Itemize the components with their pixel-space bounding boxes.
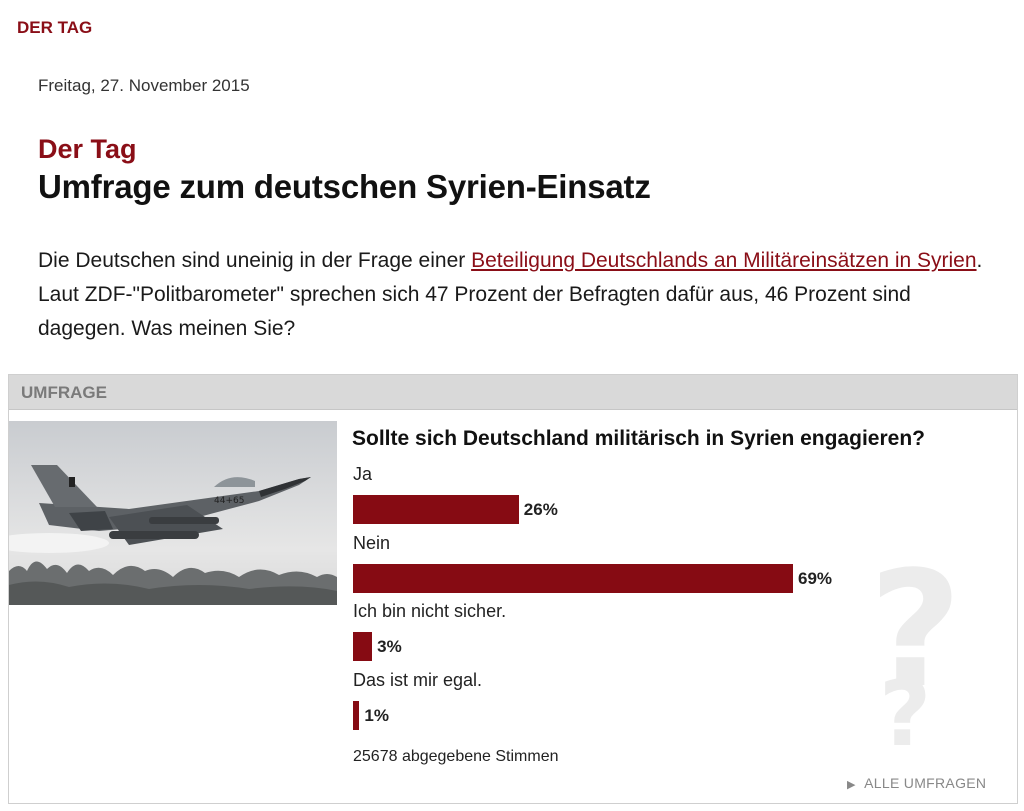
poll-percent: 26% <box>523 500 558 519</box>
poll-bar <box>353 632 373 661</box>
all-polls-label: ALLE UMFRAGEN <box>864 775 987 791</box>
article-date: Freitag, 27. November 2015 <box>38 76 250 95</box>
poll-bar <box>353 701 360 730</box>
all-polls-link[interactable]: ▶ ALLE UMFRAGEN <box>847 775 986 791</box>
article-headline: Umfrage zum deutschen Syrien-Einsatz <box>38 168 651 205</box>
lead-link[interactable]: Beteiligung Deutschlands an Militäreinsä… <box>471 249 977 272</box>
lead-text-after: . Laut ZDF-"Politbarometer" sprechen sic… <box>38 249 983 340</box>
question-mark-icon: ? <box>879 662 932 767</box>
poll-bar <box>353 564 793 593</box>
article-lead: Die Deutschen sind uneinig in der Frage … <box>38 244 988 346</box>
article-kicker: Der Tag <box>38 134 137 164</box>
question-mark-icon: ? <box>869 536 962 723</box>
poll-header-label: UMFRAGE <box>21 383 107 402</box>
poll-box: UMFRAGE <box>8 374 1018 804</box>
poll-bar <box>353 495 519 524</box>
poll-option-label: Das ist mir egal. <box>353 670 483 690</box>
section-label[interactable]: DER TAG <box>17 18 93 37</box>
svg-text:44+65: 44+65 <box>214 496 244 506</box>
play-arrow-icon: ▶ <box>847 779 856 791</box>
poll-option-label: Ja <box>353 464 373 484</box>
fighter-jet-photo: 44+65 <box>9 421 337 605</box>
poll-photo: 44+65 <box>9 421 337 605</box>
poll-question: Sollte sich Deutschland militärisch in S… <box>352 427 925 450</box>
poll-percent: 1% <box>364 706 389 725</box>
poll-option-label: Ich bin nicht sicher. <box>353 601 507 621</box>
poll-percent: 69% <box>798 569 833 588</box>
lead-text-before: Die Deutschen sind uneinig in der Frage … <box>38 249 472 272</box>
poll-votes: 25678 abgegebene Stimmen <box>353 748 559 765</box>
poll-header: UMFRAGE <box>9 375 1017 410</box>
poll-option-label: Nein <box>353 533 391 553</box>
poll-percent: 3% <box>377 637 402 656</box>
